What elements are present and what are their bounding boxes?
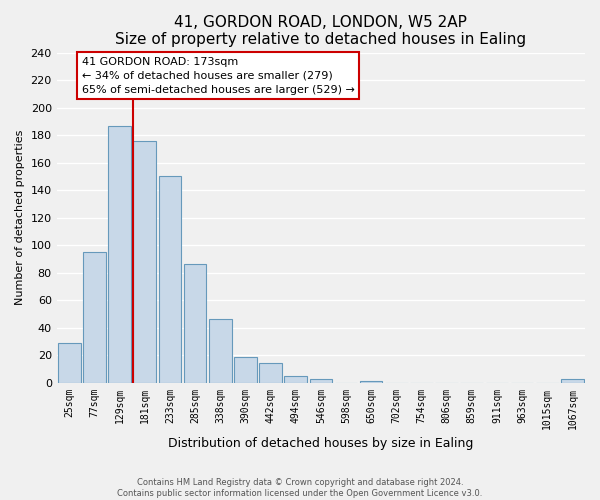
Bar [209,320,232,382]
Bar [234,356,257,382]
Bar [133,140,156,382]
Y-axis label: Number of detached properties: Number of detached properties [15,130,25,306]
Bar [184,264,206,382]
Text: Contains HM Land Registry data © Crown copyright and database right 2024.
Contai: Contains HM Land Registry data © Crown c… [118,478,482,498]
Bar [259,364,282,382]
Bar [561,378,584,382]
Bar [58,343,80,382]
X-axis label: Distribution of detached houses by size in Ealing: Distribution of detached houses by size … [168,437,473,450]
Bar [83,252,106,382]
Title: 41, GORDON ROAD, LONDON, W5 2AP
Size of property relative to detached houses in : 41, GORDON ROAD, LONDON, W5 2AP Size of … [115,15,526,48]
Bar [310,378,332,382]
Text: 41 GORDON ROAD: 173sqm
← 34% of detached houses are smaller (279)
65% of semi-de: 41 GORDON ROAD: 173sqm ← 34% of detached… [82,57,355,95]
Bar [158,176,181,382]
Bar [108,126,131,382]
Bar [284,376,307,382]
